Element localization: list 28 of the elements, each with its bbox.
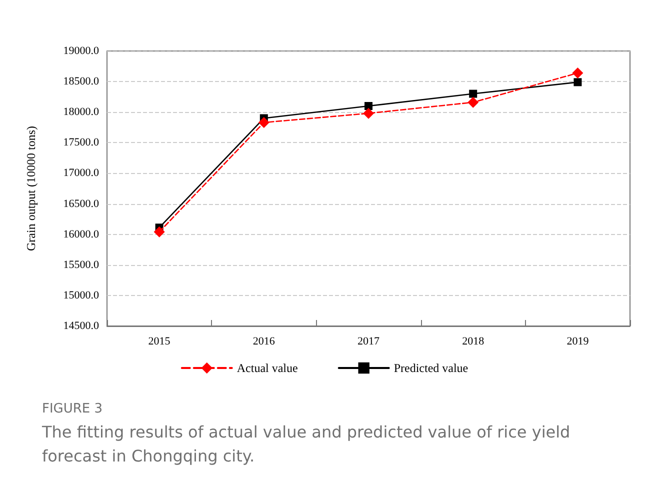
y-tick-label: 18000.0 [63,106,100,118]
y-tick-label: 18500.0 [63,76,100,88]
y-axis-title: Grain output (10000 tons) [24,126,38,251]
legend-label: Predicted value [394,361,468,375]
point [468,96,479,108]
point [469,90,478,98]
x-tick-label: 2018 [462,336,485,348]
x-tick-label: 2019 [566,336,590,348]
point [364,102,372,110]
y-tick-label: 17000.0 [63,167,100,180]
point [363,108,374,119]
x-tick-label: 2017 [358,336,380,348]
y-tick-label: 15000.0 [63,289,100,302]
caption: FIGURE 3 [42,402,103,416]
y-tick-label: 14500.0 [63,320,100,332]
text: The fitting results of actual value and predicted value of rice yield forecast in Chongqing city. [41,422,576,466]
x-tick-label: 2016 [252,336,276,348]
y-tick-label: 16500.0 [63,198,100,210]
point [572,68,584,78]
point [574,78,582,86]
y-tick-label: 16000.0 [63,228,100,240]
point [154,226,165,238]
y-tick-label: 19000.0 [63,45,100,57]
x-tick-label: 2015 [148,336,171,348]
legend-label: Actual value [236,361,298,375]
y-tick-label: 15500.0 [63,258,100,271]
y-tick-label: 17500.0 [63,136,100,149]
point [258,117,270,128]
